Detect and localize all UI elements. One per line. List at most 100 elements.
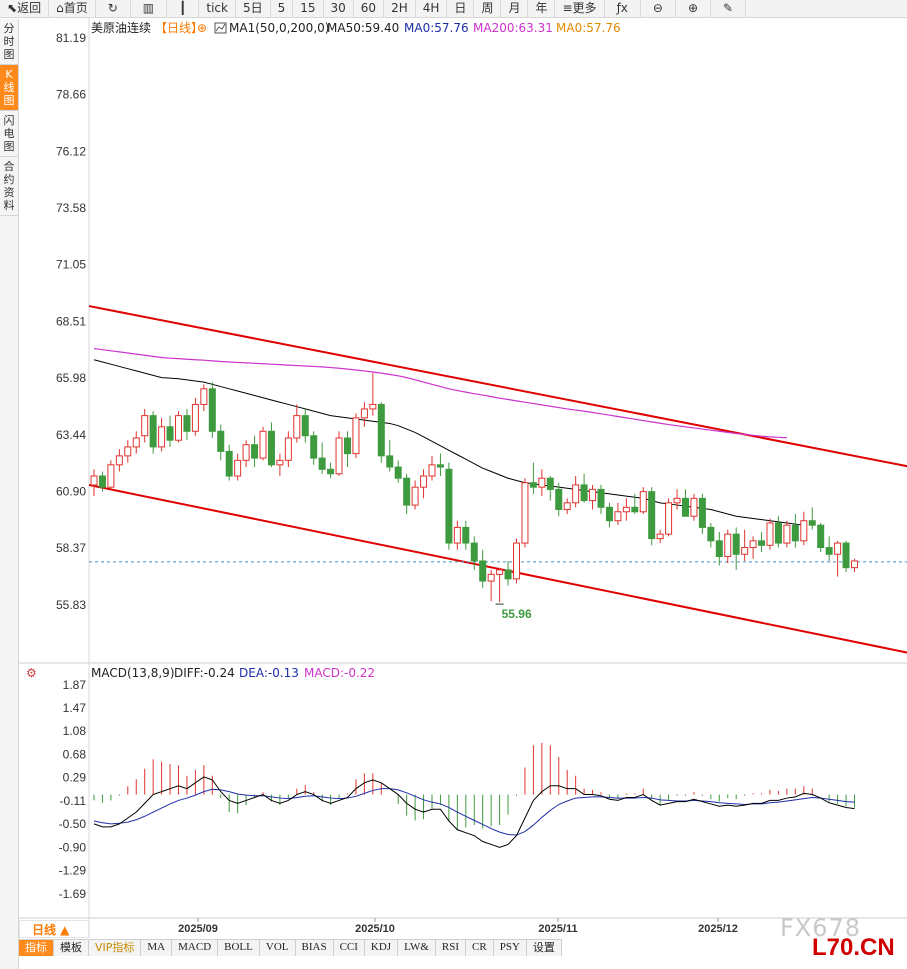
indicator-tab-vip指标[interactable]: VIP指标	[89, 939, 142, 956]
candlestick-icon: ┃	[179, 0, 187, 15]
candle-body	[90, 475, 98, 486]
side-tab-0[interactable]: 分时图	[0, 19, 18, 65]
indicator-tab-vol[interactable]: VOL	[259, 939, 296, 956]
candle-body	[301, 415, 309, 437]
candle-body	[200, 388, 208, 405]
candle-body	[428, 464, 436, 477]
toolbar-item-label: 年	[535, 0, 548, 15]
y-tick-label: 78.66	[56, 88, 86, 102]
indicator-tab-bias[interactable]: BIAS	[295, 939, 334, 956]
indicator-tab-rsi[interactable]: RSI	[435, 939, 467, 956]
candle-body	[251, 444, 259, 459]
candle-body	[817, 524, 825, 549]
toolbar-item-更多[interactable]: ≡更多	[555, 0, 605, 18]
candle-body	[352, 417, 360, 455]
toolbar-item-pen[interactable]: ✎	[711, 0, 747, 18]
indicator-tab-kdj[interactable]: KDJ	[364, 939, 399, 956]
macd-y-tick-label: 1.08	[63, 724, 87, 738]
macd-settings-icon[interactable]: ⚙	[26, 666, 37, 680]
candle-body	[377, 403, 385, 457]
candle-body	[318, 457, 326, 470]
toolbar-item-zoom-in[interactable]: ⊕	[676, 0, 712, 18]
candle-body	[774, 522, 782, 544]
toolbar-item-candlestick[interactable]: ┃	[167, 0, 200, 18]
pen-icon: ✎	[723, 0, 734, 15]
zoom-out-icon: ⊖	[652, 0, 663, 15]
candle-body	[690, 497, 698, 517]
candle-body	[284, 437, 292, 461]
indicator-tab-ma[interactable]: MA	[141, 939, 173, 956]
macd-panel: 1.87 1.47 1.08 0.68 0.29 -0.11 -0.50 -0.90 -1.29…	[59, 678, 855, 901]
side-tab-3[interactable]: 合约资料	[0, 157, 18, 216]
y-tick-label: 68.51	[56, 315, 86, 329]
candle-body	[529, 482, 537, 488]
candle-body	[766, 522, 774, 546]
indicator-tab-boll[interactable]: BOLL	[218, 939, 260, 956]
candle-body	[842, 542, 850, 569]
x-tick-label: 2025/10	[355, 923, 395, 935]
legend-ma200: MA200:63.31	[473, 21, 553, 35]
toolbar-item-refresh[interactable]: ↻	[96, 0, 131, 18]
toolbar-item-5[interactable]: 5	[271, 0, 294, 18]
indicator-tab-lw&[interactable]: LW&	[398, 939, 436, 956]
indicator-tab-指标[interactable]: 指标	[19, 939, 54, 956]
toolbar-item-首页[interactable]: ⌂首页	[49, 0, 96, 18]
toolbar-item-function[interactable]: ƒx	[605, 0, 641, 18]
toolbar-item-15[interactable]: 15	[293, 0, 324, 18]
legend-macd-value: MACD:-0.22	[304, 666, 375, 680]
toolbar-item-60[interactable]: 60	[354, 0, 385, 18]
candle-body	[487, 573, 495, 582]
bar-chart-icon: ▥	[142, 0, 155, 15]
macd-y-tick-label: 1.87	[63, 678, 87, 692]
period-selector-button[interactable]: 日线 ▲	[19, 920, 89, 938]
indicator-tab-psy[interactable]: PSY	[493, 939, 527, 956]
toolbar-item-年[interactable]: 年	[528, 0, 556, 18]
toolbar-item-5日[interactable]: 5日	[236, 0, 271, 18]
toolbar-item-label: 首页	[63, 0, 88, 15]
indicator-tab-cr[interactable]: CR	[466, 939, 494, 956]
toolbar-item-tick[interactable]: tick	[199, 0, 236, 18]
fx678-watermark: FX678	[780, 914, 862, 942]
side-tab-2[interactable]: 闪电图	[0, 111, 18, 157]
x-axis: 2025/09 2025/10 2025/11 2025/12	[178, 918, 738, 935]
toolbar-item-4H[interactable]: 4H	[416, 0, 448, 18]
toolbar-item-zoom-out[interactable]: ⊖	[641, 0, 676, 18]
indicator-tab-模板[interactable]: 模板	[54, 939, 89, 956]
toolbar-item-日[interactable]: 日	[447, 0, 475, 18]
toolbar-item-bar-chart[interactable]: ▥	[131, 0, 168, 18]
toolbar-item-月[interactable]: 月	[501, 0, 529, 18]
ma-chart-icon-line	[215, 23, 226, 32]
candle-body	[166, 426, 174, 441]
toolbar-item-周[interactable]: 周	[474, 0, 502, 18]
candle-body	[234, 459, 242, 477]
candle-body	[715, 540, 723, 557]
candle-body	[453, 526, 461, 544]
candle-body	[605, 506, 613, 522]
toolbar-item-返回[interactable]: ⬉返回	[0, 0, 50, 18]
toolbar-item-30[interactable]: 30	[324, 0, 354, 18]
indicator-tab-cci[interactable]: CCI	[333, 939, 365, 956]
legend-macd-name: MACD(13,8,9)	[91, 666, 175, 680]
lower-channel-line	[88, 483, 907, 654]
candle-body	[622, 506, 630, 513]
candle-body	[673, 497, 681, 504]
toolbar-item-2H[interactable]: 2H	[384, 0, 416, 18]
candle-body	[741, 547, 749, 555]
candle-body	[682, 497, 689, 517]
legend-macd-diff: DIFF:-0.24	[174, 666, 235, 680]
macd-y-tick-label: -0.50	[59, 817, 87, 831]
legend-period[interactable]: 【日线】	[155, 21, 203, 35]
indicator-tab-设置[interactable]: 设置	[526, 939, 562, 956]
y-tick-label: 73.58	[56, 201, 86, 215]
x-tick-label: 2025/11	[538, 923, 577, 935]
candle-body	[538, 477, 546, 488]
function-icon: ƒx	[616, 0, 628, 15]
indicator-tab-macd[interactable]: MACD	[172, 939, 219, 956]
candle-body	[462, 526, 470, 544]
candle-body	[749, 540, 757, 549]
candle-body	[834, 542, 842, 555]
settings-circle-icon[interactable]: ⊕	[197, 21, 207, 35]
candle-body	[360, 408, 368, 419]
